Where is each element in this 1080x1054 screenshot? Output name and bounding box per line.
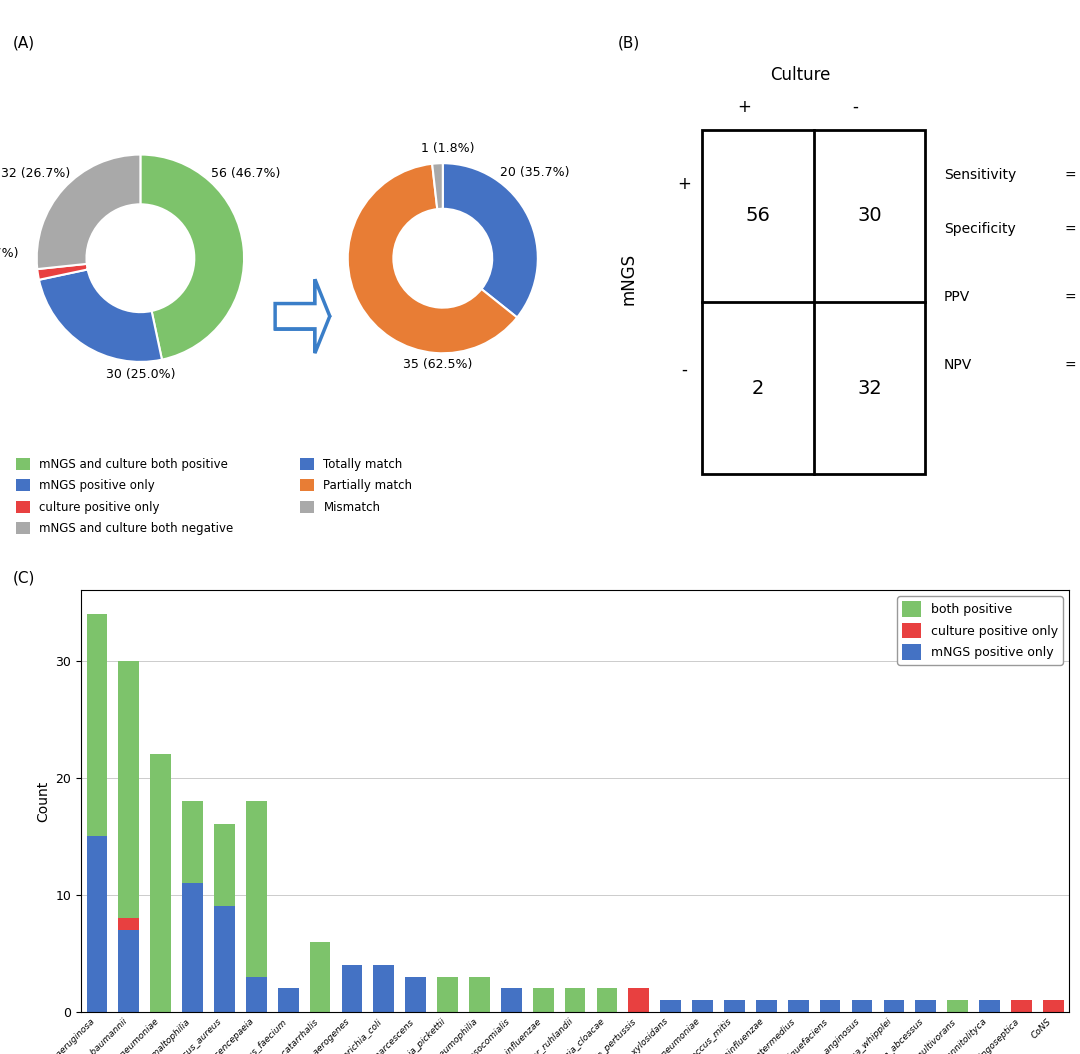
Bar	[183, 801, 203, 883]
Text: 30: 30	[858, 207, 882, 226]
Bar	[852, 1000, 873, 1012]
Bar	[501, 989, 522, 1012]
Text: NPV: NPV	[944, 358, 972, 372]
Bar	[214, 824, 234, 906]
Text: 2 (1.7%): 2 (1.7%)	[0, 247, 18, 259]
Legend: both positive, culture positive only, mNGS positive only: both positive, culture positive only, mN…	[897, 597, 1063, 665]
Text: = 96.6%: = 96.6%	[1065, 168, 1080, 182]
Text: Culture: Culture	[770, 66, 831, 84]
Text: -: -	[852, 98, 859, 116]
Text: = 65.1%: = 65.1%	[1065, 291, 1080, 305]
Bar	[437, 977, 458, 1012]
Bar	[1043, 1000, 1064, 1012]
Bar	[980, 1000, 1000, 1012]
Bar	[405, 977, 427, 1012]
Bar	[788, 1000, 809, 1012]
Bar	[374, 965, 394, 1012]
Text: (B): (B)	[618, 36, 640, 51]
Bar	[629, 989, 649, 1012]
Legend: Totally match, Partially match, Mismatch: Totally match, Partially match, Mismatch	[295, 453, 417, 519]
Bar	[596, 989, 618, 1012]
Text: Sensitivity: Sensitivity	[944, 168, 1016, 182]
Wedge shape	[39, 270, 162, 362]
Bar	[119, 918, 139, 930]
Bar	[119, 930, 139, 1012]
Wedge shape	[348, 163, 517, 353]
Text: = 94.1%: = 94.1%	[1065, 358, 1080, 372]
Bar	[183, 883, 203, 1012]
Bar	[1011, 1000, 1031, 1012]
Bar	[883, 1000, 904, 1012]
Bar	[724, 1000, 745, 1012]
Wedge shape	[140, 155, 244, 359]
Bar	[86, 613, 107, 836]
Bar	[86, 836, 107, 1012]
Text: 20 (35.7%): 20 (35.7%)	[500, 167, 569, 179]
Bar	[119, 661, 139, 918]
Bar	[947, 1000, 968, 1012]
Text: 30 (25.0%): 30 (25.0%)	[106, 368, 175, 380]
Bar	[660, 1000, 681, 1012]
Text: (C): (C)	[13, 571, 36, 586]
Bar	[820, 1000, 840, 1012]
Bar	[702, 130, 926, 474]
Polygon shape	[315, 279, 329, 353]
Y-axis label: Count: Count	[36, 780, 50, 822]
Bar	[469, 977, 490, 1012]
Wedge shape	[432, 163, 443, 209]
Text: = 51.6%: = 51.6%	[1065, 222, 1080, 236]
Text: +: +	[677, 175, 691, 193]
Bar	[214, 906, 234, 1012]
Text: mNGS: mNGS	[619, 253, 637, 306]
Polygon shape	[275, 304, 315, 329]
Text: 32: 32	[858, 378, 882, 397]
Bar	[150, 755, 171, 1012]
Bar	[532, 989, 554, 1012]
Text: 35 (62.5%): 35 (62.5%)	[403, 358, 473, 371]
Bar	[246, 977, 267, 1012]
Text: (A): (A)	[13, 36, 35, 51]
Bar	[246, 801, 267, 977]
Text: -: -	[680, 360, 687, 379]
Wedge shape	[38, 264, 87, 279]
Text: PPV: PPV	[944, 291, 970, 305]
Wedge shape	[37, 155, 140, 269]
Text: 56: 56	[745, 207, 770, 226]
Text: 1 (1.8%): 1 (1.8%)	[421, 142, 474, 155]
Bar	[310, 941, 330, 1012]
Text: 32 (26.7%): 32 (26.7%)	[1, 167, 70, 180]
Bar	[565, 989, 585, 1012]
Text: 2: 2	[752, 378, 765, 397]
Bar	[916, 1000, 936, 1012]
Bar	[278, 989, 298, 1012]
Bar	[756, 1000, 777, 1012]
Text: 56 (46.7%): 56 (46.7%)	[211, 167, 281, 180]
Text: Specificity: Specificity	[944, 222, 1015, 236]
Bar	[341, 965, 362, 1012]
Text: +: +	[738, 98, 751, 116]
Polygon shape	[275, 279, 329, 353]
Bar	[692, 1000, 713, 1012]
Wedge shape	[443, 163, 538, 317]
